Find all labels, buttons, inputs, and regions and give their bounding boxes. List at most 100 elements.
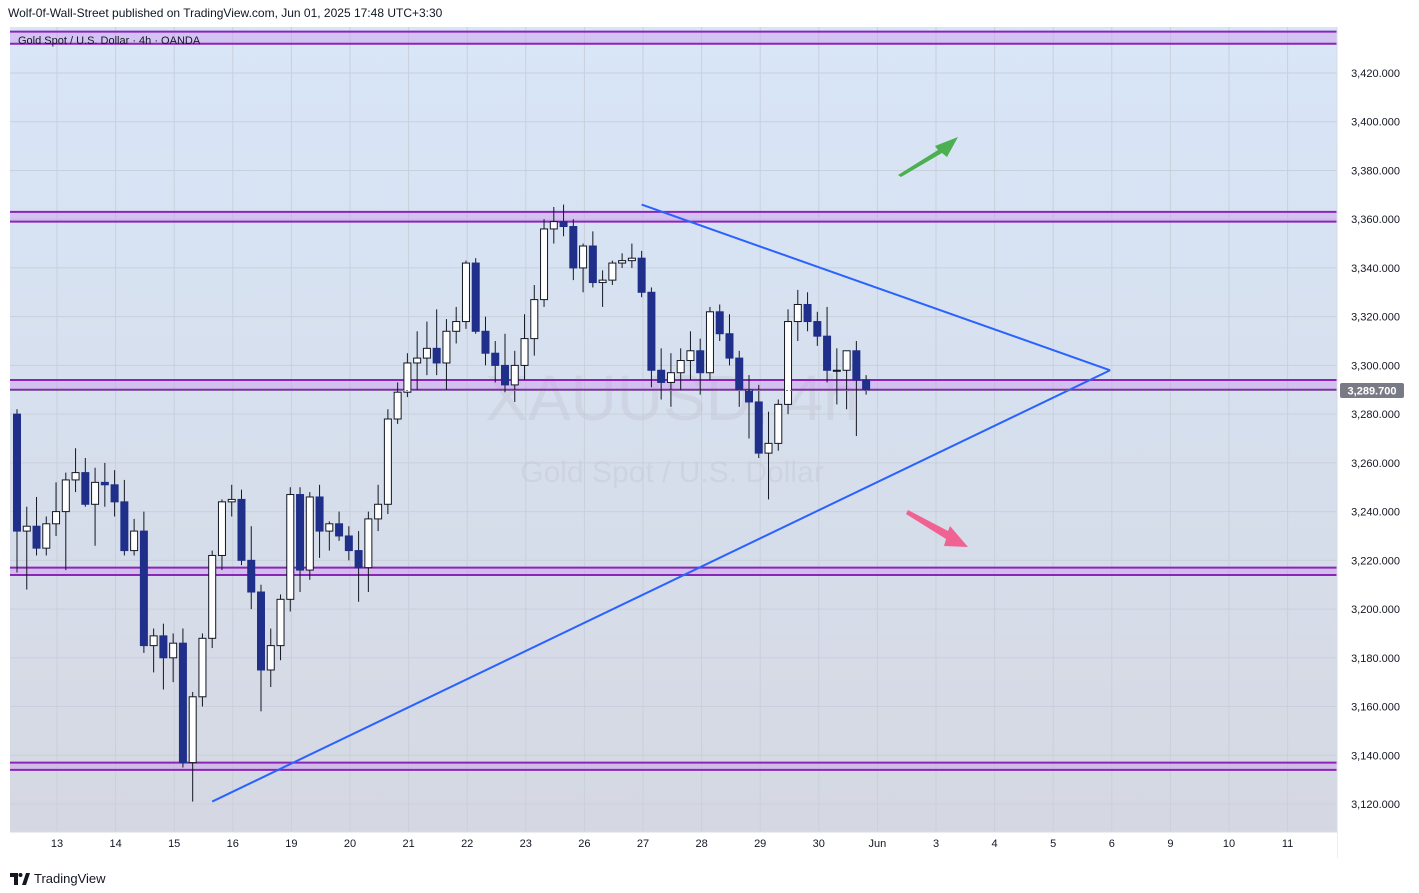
time-tick-label: 9 — [1167, 838, 1173, 850]
candle — [715, 304, 724, 342]
time-tick-label: 20 — [344, 838, 356, 850]
candle-body-bearish — [432, 347, 441, 364]
price-chart[interactable]: XAUUSD, 4h Gold Spot / U.S. Dollar 3,120… — [10, 27, 1409, 858]
candle — [862, 375, 871, 395]
last-price-tag: 3,289.700 — [1340, 382, 1404, 398]
trendline — [211, 369, 1111, 803]
time-tick-label: Jun — [869, 838, 887, 850]
price-tick-label: 3,320.000 — [1351, 312, 1400, 324]
candle-body-bullish — [832, 369, 841, 372]
candle — [208, 550, 217, 649]
candlestick-series — [13, 204, 871, 802]
series-legend[interactable]: Gold Spot / U.S. Dollar · 4h · OANDA — [18, 35, 201, 47]
price-tick-label: 3,340.000 — [1351, 263, 1400, 275]
time-tick-label: 22 — [461, 838, 473, 850]
candle — [832, 348, 841, 405]
zone-band — [10, 762, 1337, 770]
candle — [364, 511, 373, 593]
candle — [159, 623, 168, 690]
candle — [588, 231, 597, 288]
zone-band — [10, 31, 1337, 44]
candle — [237, 489, 246, 566]
candle-body-bullish — [305, 496, 314, 571]
candle-body-bullish — [442, 330, 451, 364]
candle — [696, 338, 705, 395]
candle — [530, 284, 539, 356]
time-tick-label: 26 — [578, 838, 590, 850]
candle — [432, 309, 441, 376]
grid-lines — [10, 27, 1337, 832]
candle-body-bearish — [13, 413, 21, 532]
candle-body-bullish — [208, 554, 217, 639]
brand-name: TradingView — [34, 870, 106, 886]
direction-arrows — [898, 137, 968, 547]
candle-body-bearish — [823, 335, 832, 371]
candle-body-bullish — [520, 338, 529, 366]
candle — [803, 292, 812, 332]
candle-body-bullish — [217, 501, 226, 556]
candle-body-bullish — [188, 696, 197, 764]
candle-body-bullish — [383, 418, 392, 505]
candle — [422, 321, 431, 376]
candle — [178, 628, 187, 768]
price-axis-background — [1337, 27, 1409, 858]
candle-body-bullish — [579, 245, 588, 269]
time-tick-label: 6 — [1109, 838, 1115, 850]
candle-body-bearish — [657, 369, 666, 383]
candle-body-bearish — [344, 535, 353, 552]
candle-body-bullish — [598, 279, 607, 284]
candle-body-bullish — [276, 598, 285, 647]
candle — [784, 309, 793, 415]
time-tick-label: 23 — [520, 838, 532, 850]
candle-body-bearish — [120, 501, 129, 552]
candle — [393, 382, 402, 424]
candle-body-bullish — [403, 362, 412, 393]
candle — [286, 487, 295, 612]
trendline — [641, 203, 1111, 372]
candle — [608, 260, 617, 285]
candle-body-bearish — [81, 472, 90, 505]
candle-body-bullish — [793, 303, 802, 323]
candle — [452, 306, 461, 344]
candle — [257, 584, 265, 712]
time-tick-label: 30 — [813, 838, 825, 850]
candle — [110, 470, 119, 517]
candle-body-bearish — [637, 257, 646, 293]
time-axis[interactable]: 13 14 15 16 19 20 21 22 23 26 27 28 29 30 Jun 3 4 5 6 9 10 11 — [10, 831, 1337, 858]
candle-body-bullish — [149, 635, 158, 647]
candle-body-bearish — [813, 321, 822, 337]
candle — [461, 260, 470, 329]
candle — [32, 496, 41, 556]
candle — [627, 243, 636, 268]
candle-body-bearish — [735, 357, 744, 391]
candle — [647, 287, 656, 388]
candle — [705, 306, 714, 381]
tradingview-logo-icon — [10, 872, 30, 885]
candle — [42, 516, 51, 556]
candle-body-bullish — [374, 503, 383, 520]
candle-body-bearish — [481, 330, 490, 354]
candle — [344, 526, 353, 561]
time-tick-label: 19 — [285, 838, 297, 850]
candle-body-bearish — [110, 484, 119, 503]
zone-band — [10, 567, 1337, 575]
candle — [852, 341, 861, 437]
candle — [227, 484, 236, 517]
candle — [61, 472, 70, 571]
time-tick-label: 27 — [637, 838, 649, 850]
candle-body-bearish — [491, 352, 500, 366]
candle-body-bearish — [100, 481, 109, 486]
candle-body-bearish — [725, 333, 734, 359]
candle — [276, 594, 285, 661]
candle-body-bullish — [461, 262, 470, 323]
candle-body-bearish — [569, 226, 578, 269]
candle — [247, 526, 256, 610]
candle-body-bullish — [686, 350, 695, 362]
candle-body-bearish — [745, 389, 753, 403]
price-axis[interactable]: 3,120.000 3,140.000 3,160.000 3,180.000 3,20… — [1336, 27, 1409, 858]
candle — [813, 311, 822, 346]
candle-body-bullish — [130, 530, 139, 552]
time-tick-label: 15 — [168, 838, 180, 850]
candle-body-bullish — [530, 299, 539, 340]
candle — [754, 384, 763, 458]
